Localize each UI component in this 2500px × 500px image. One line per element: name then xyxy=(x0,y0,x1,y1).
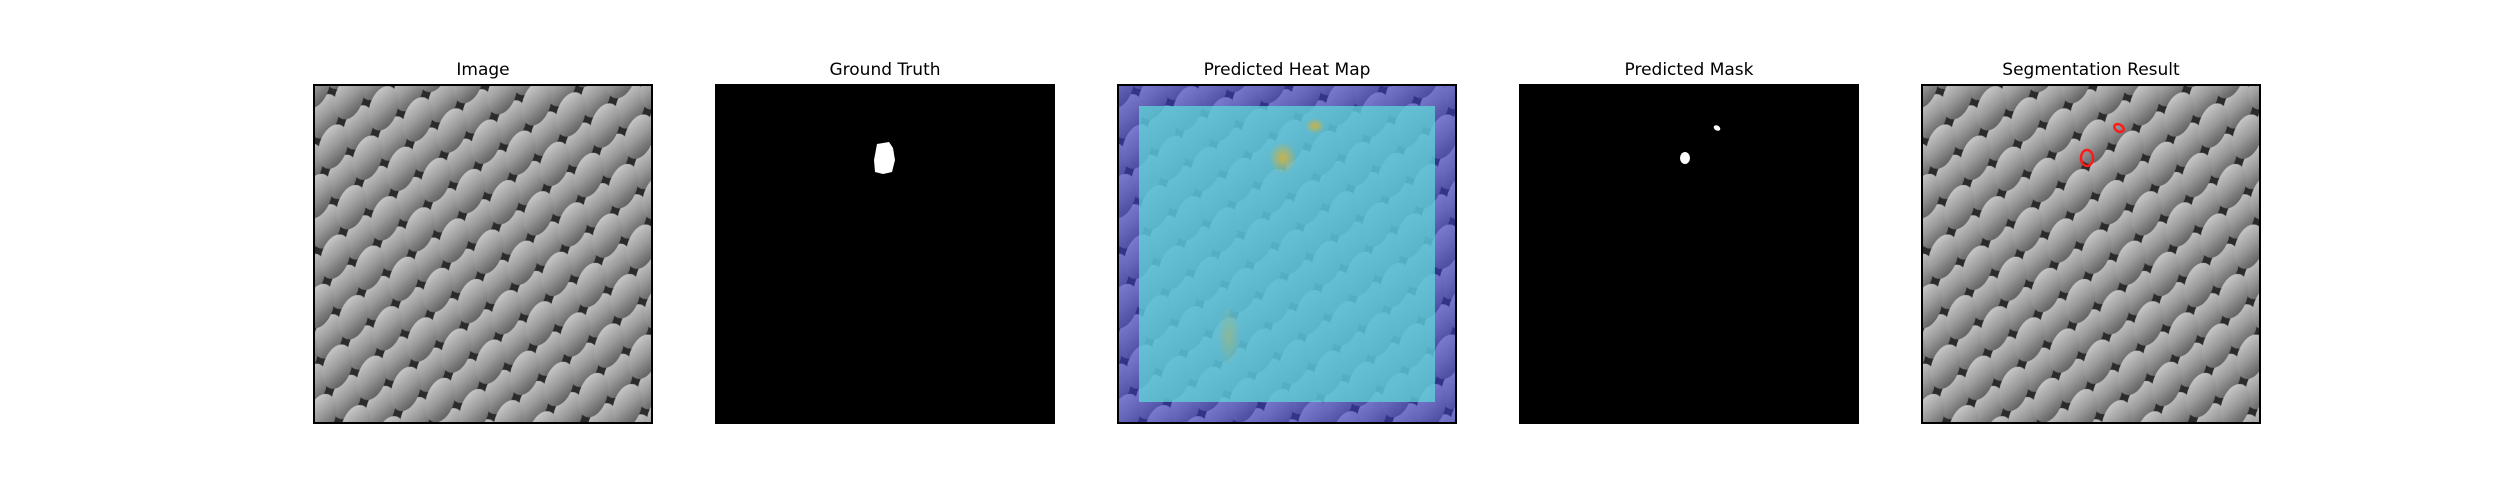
texture-image xyxy=(315,86,651,422)
heatmap-hotspot xyxy=(1305,118,1325,134)
panel-title: Predicted Mask xyxy=(1624,60,1754,80)
predicted-region xyxy=(1680,152,1690,164)
predicted-mask-frame xyxy=(1519,84,1859,424)
ground-truth-frame xyxy=(715,84,1055,424)
predicted-region xyxy=(1713,125,1721,131)
heatmap-image xyxy=(1119,86,1455,422)
segmentation-contour xyxy=(2079,148,2095,168)
segmentation-image xyxy=(1923,86,2259,422)
panel-title: Image xyxy=(456,60,510,80)
heatmap-hotspot xyxy=(1217,306,1241,366)
panel-title: Predicted Heat Map xyxy=(1203,60,1371,80)
ground-truth-mask xyxy=(717,86,1053,422)
segmentation-frame xyxy=(1921,84,2261,424)
segmentation-contour xyxy=(2113,122,2125,134)
panel-title: Ground Truth xyxy=(829,60,941,80)
panel-title: Segmentation Result xyxy=(2002,60,2180,80)
heatmap-hotspot xyxy=(1269,142,1297,174)
image-frame xyxy=(313,84,653,424)
heatmap-frame xyxy=(1117,84,1457,424)
defect-region xyxy=(874,142,895,174)
predicted-mask xyxy=(1521,86,1857,422)
